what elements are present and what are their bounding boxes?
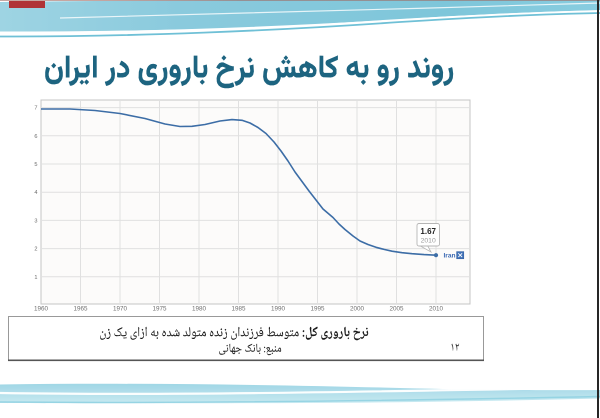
svg-text:7: 7 <box>34 106 37 112</box>
svg-text:3: 3 <box>34 218 37 224</box>
svg-text:2005: 2005 <box>389 306 404 313</box>
svg-text:1980: 1980 <box>192 306 207 313</box>
svg-text:1965: 1965 <box>73 306 88 313</box>
svg-text:2000: 2000 <box>350 306 365 313</box>
svg-text:1.67: 1.67 <box>420 227 436 236</box>
svg-text:Iran: Iran <box>443 253 455 260</box>
svg-text:1995: 1995 <box>310 306 325 313</box>
svg-text:1970: 1970 <box>113 306 128 313</box>
svg-text:1990: 1990 <box>271 306 286 313</box>
svg-text:6: 6 <box>34 134 37 140</box>
svg-text:1975: 1975 <box>152 306 167 313</box>
svg-text:4: 4 <box>34 190 37 196</box>
svg-text:2: 2 <box>34 247 37 253</box>
svg-text:2010: 2010 <box>429 306 444 313</box>
svg-text:1985: 1985 <box>231 306 246 313</box>
svg-text:1: 1 <box>34 275 37 281</box>
svg-text:1960: 1960 <box>34 306 49 313</box>
svg-text:5: 5 <box>34 162 37 168</box>
svg-text:2010: 2010 <box>421 238 436 245</box>
